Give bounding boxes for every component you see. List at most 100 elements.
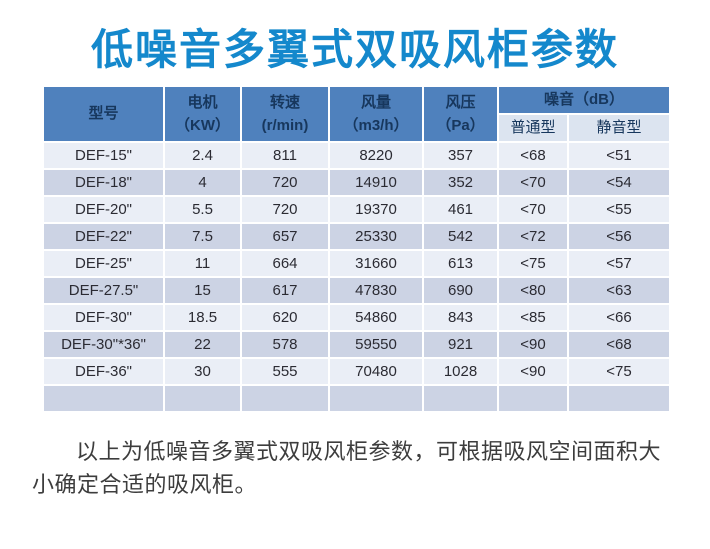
cell-pressure-pa: 461	[424, 197, 497, 222]
cell-speed-rpm	[242, 386, 328, 411]
header-row-1: 型号 电机 （KW） 转速 (r/min) 风量 （m3/h） 风压 （Pa）	[44, 87, 669, 141]
cell-noise-normal: <90	[499, 332, 567, 357]
header-pressure-line2: （Pa）	[436, 117, 485, 134]
cell-airflow-m3h: 25330	[330, 224, 422, 249]
cell-pressure-pa: 1028	[424, 359, 497, 384]
cell-pressure-pa: 843	[424, 305, 497, 330]
cell-speed-rpm: 811	[242, 143, 328, 168]
cell-motor-kw: 7.5	[165, 224, 240, 249]
header-pressure-line1: 风压	[445, 93, 476, 111]
table-row: DEF-22" 7.5 657 25330 542 <72 <56	[44, 224, 669, 249]
cell-speed-rpm: 664	[242, 251, 328, 276]
table-row: DEF-30"*36" 22 578 59550 921 <90 <68	[44, 332, 669, 357]
table-body: DEF-15" 2.4 811 8220 357 <68 <51 DEF-18" 4 720 149…	[44, 143, 669, 411]
spec-table: 型号 电机 （KW） 转速 (r/min) 风量 （m3/h） 风压 （Pa）	[42, 85, 671, 413]
header-airflow-line1: 风量	[360, 93, 391, 111]
table-row: DEF-15" 2.4 811 8220 357 <68 <51	[44, 143, 669, 168]
header-speed-line2: (r/min)	[261, 117, 309, 134]
cell-model: DEF-20"	[44, 197, 163, 222]
cell-noise-normal: <75	[499, 251, 567, 276]
cell-pressure-pa	[424, 386, 497, 411]
table-row: DEF-20" 5.5 720 19370 461 <70 <55	[44, 197, 669, 222]
header-noise-silent: 静音型	[569, 115, 669, 141]
cell-motor-kw: 30	[165, 359, 240, 384]
cell-noise-silent	[569, 386, 669, 411]
cell-speed-rpm: 555	[242, 359, 328, 384]
cell-motor-kw: 18.5	[165, 305, 240, 330]
cell-noise-silent: <56	[569, 224, 669, 249]
cell-model: DEF-30"*36"	[44, 332, 163, 357]
cell-airflow-m3h: 47830	[330, 278, 422, 303]
cell-pressure-pa: 352	[424, 170, 497, 195]
cell-model: DEF-30"	[44, 305, 163, 330]
cell-motor-kw: 22	[165, 332, 240, 357]
cell-model: DEF-22"	[44, 224, 163, 249]
cell-motor-kw	[165, 386, 240, 411]
description-text: 以上为低噪音多翼式双吸风柜参数，可根据吸风空间面积大小确定合适的吸风柜。	[32, 439, 662, 497]
header-pressure: 风压 （Pa）	[424, 87, 497, 141]
cell-speed-rpm: 617	[242, 278, 328, 303]
cell-noise-normal: <80	[499, 278, 567, 303]
cell-airflow-m3h	[330, 386, 422, 411]
table-row	[44, 386, 669, 411]
header-motor: 电机 （KW）	[165, 87, 240, 141]
cell-noise-silent: <54	[569, 170, 669, 195]
cell-motor-kw: 11	[165, 251, 240, 276]
cell-noise-normal: <70	[499, 197, 567, 222]
cell-pressure-pa: 690	[424, 278, 497, 303]
cell-pressure-pa: 357	[424, 143, 497, 168]
header-speed-line1: 转速	[269, 93, 300, 111]
cell-airflow-m3h: 70480	[330, 359, 422, 384]
cell-airflow-m3h: 8220	[330, 143, 422, 168]
cell-speed-rpm: 720	[242, 197, 328, 222]
cell-speed-rpm: 620	[242, 305, 328, 330]
table-row: DEF-36" 30 555 70480 1028 <90 <75	[44, 359, 669, 384]
cell-speed-rpm: 657	[242, 224, 328, 249]
header-noise-normal: 普通型	[499, 115, 567, 141]
cell-noise-silent: <51	[569, 143, 669, 168]
cell-pressure-pa: 921	[424, 332, 497, 357]
cell-model: DEF-18"	[44, 170, 163, 195]
cell-noise-normal: <85	[499, 305, 567, 330]
cell-airflow-m3h: 54860	[330, 305, 422, 330]
cell-motor-kw: 15	[165, 278, 240, 303]
header-row-2: 普通型 静音型	[44, 115, 669, 141]
cell-airflow-m3h: 31660	[330, 251, 422, 276]
cell-noise-silent: <75	[569, 359, 669, 384]
header-model: 型号	[44, 87, 163, 141]
table-row: DEF-30" 18.5 620 54860 843 <85 <66	[44, 305, 669, 330]
cell-noise-normal: <72	[499, 224, 567, 249]
cell-motor-kw: 4	[165, 170, 240, 195]
cell-airflow-m3h: 59550	[330, 332, 422, 357]
header-noise-group: 噪音（dB）	[499, 87, 669, 113]
cell-airflow-m3h: 14910	[330, 170, 422, 195]
cell-model: DEF-25"	[44, 251, 163, 276]
cell-noise-silent: <68	[569, 332, 669, 357]
cell-pressure-pa: 542	[424, 224, 497, 249]
cell-airflow-m3h: 19370	[330, 197, 422, 222]
page: 低噪音多翼式双吸风柜参数 型号 电机 （KW） 转速 (r/min) 风量 （m	[0, 16, 710, 549]
cell-model: DEF-36"	[44, 359, 163, 384]
table-row: DEF-27.5" 15 617 47830 690 <80 <63	[44, 278, 669, 303]
table-row: DEF-25" 11 664 31660 613 <75 <57	[44, 251, 669, 276]
header-airflow: 风量 （m3/h）	[330, 87, 422, 141]
table-row: DEF-18" 4 720 14910 352 <70 <54	[44, 170, 669, 195]
cell-speed-rpm: 578	[242, 332, 328, 357]
cell-motor-kw: 5.5	[165, 197, 240, 222]
cell-model: DEF-15"	[44, 143, 163, 168]
page-title: 低噪音多翼式双吸风柜参数	[90, 26, 619, 73]
cell-noise-silent: <63	[569, 278, 669, 303]
cell-noise-silent: <57	[569, 251, 669, 276]
header-motor-line1: 电机	[187, 93, 218, 111]
cell-noise-normal: <68	[499, 143, 567, 168]
cell-noise-silent: <55	[569, 197, 669, 222]
header-speed: 转速 (r/min)	[242, 87, 328, 141]
cell-speed-rpm: 720	[242, 170, 328, 195]
cell-pressure-pa: 613	[424, 251, 497, 276]
cell-noise-normal: <90	[499, 359, 567, 384]
header-motor-line2: （KW）	[175, 117, 230, 134]
cell-model: DEF-27.5"	[44, 278, 163, 303]
header-airflow-line2: （m3/h）	[343, 117, 409, 134]
cell-noise-normal: <70	[499, 170, 567, 195]
cell-motor-kw: 2.4	[165, 143, 240, 168]
